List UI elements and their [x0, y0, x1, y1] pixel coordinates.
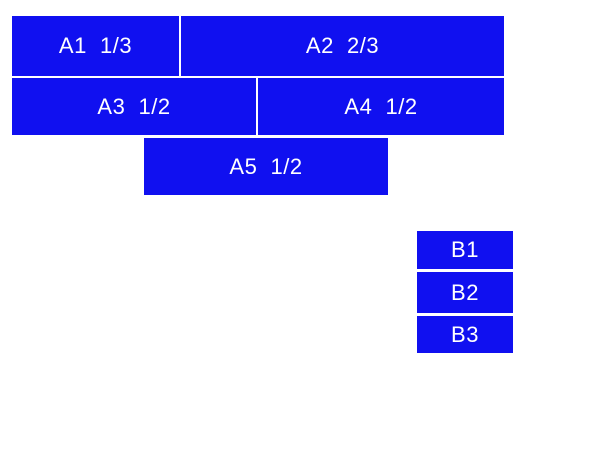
box-a1[interactable]: A1 1/3 — [12, 16, 179, 76]
box-a2[interactable]: A2 2/3 — [181, 16, 504, 76]
box-a4[interactable]: A4 1/2 — [258, 78, 504, 135]
box-b3[interactable]: B3 — [417, 316, 513, 353]
box-b1[interactable]: B1 — [417, 231, 513, 269]
box-b2[interactable]: B2 — [417, 272, 513, 313]
box-a3[interactable]: A3 1/2 — [12, 78, 256, 135]
box-a5[interactable]: A5 1/2 — [144, 138, 388, 195]
